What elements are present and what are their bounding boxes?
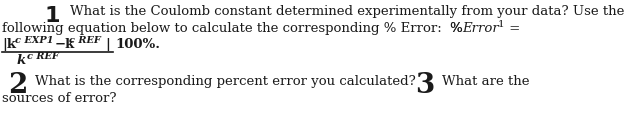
Text: sources of error?: sources of error? xyxy=(2,92,116,105)
Text: 3: 3 xyxy=(415,72,435,99)
Text: c EXP1: c EXP1 xyxy=(15,36,54,45)
Text: c REF: c REF xyxy=(27,52,59,61)
Text: c REF: c REF xyxy=(69,36,100,45)
Text: 2: 2 xyxy=(8,72,28,99)
Text: −k: −k xyxy=(55,38,76,51)
Text: following equation below to calculate the corresponding % Error:  %: following equation below to calculate th… xyxy=(2,22,467,35)
Text: Error: Error xyxy=(462,22,499,35)
Text: What are the: What are the xyxy=(442,75,529,88)
Text: 1: 1 xyxy=(44,6,60,26)
Text: 1: 1 xyxy=(498,20,504,29)
Text: What is the Coulomb constant determined experimentally from your data? Use the: What is the Coulomb constant determined … xyxy=(70,5,625,18)
Text: =: = xyxy=(505,22,520,35)
Text: 100%.: 100%. xyxy=(115,38,160,51)
Text: |: | xyxy=(105,38,110,51)
Text: %: % xyxy=(450,22,467,35)
Text: k: k xyxy=(17,54,26,67)
Text: |k: |k xyxy=(2,38,16,51)
Text: What is the corresponding percent error you calculated?: What is the corresponding percent error … xyxy=(35,75,416,88)
